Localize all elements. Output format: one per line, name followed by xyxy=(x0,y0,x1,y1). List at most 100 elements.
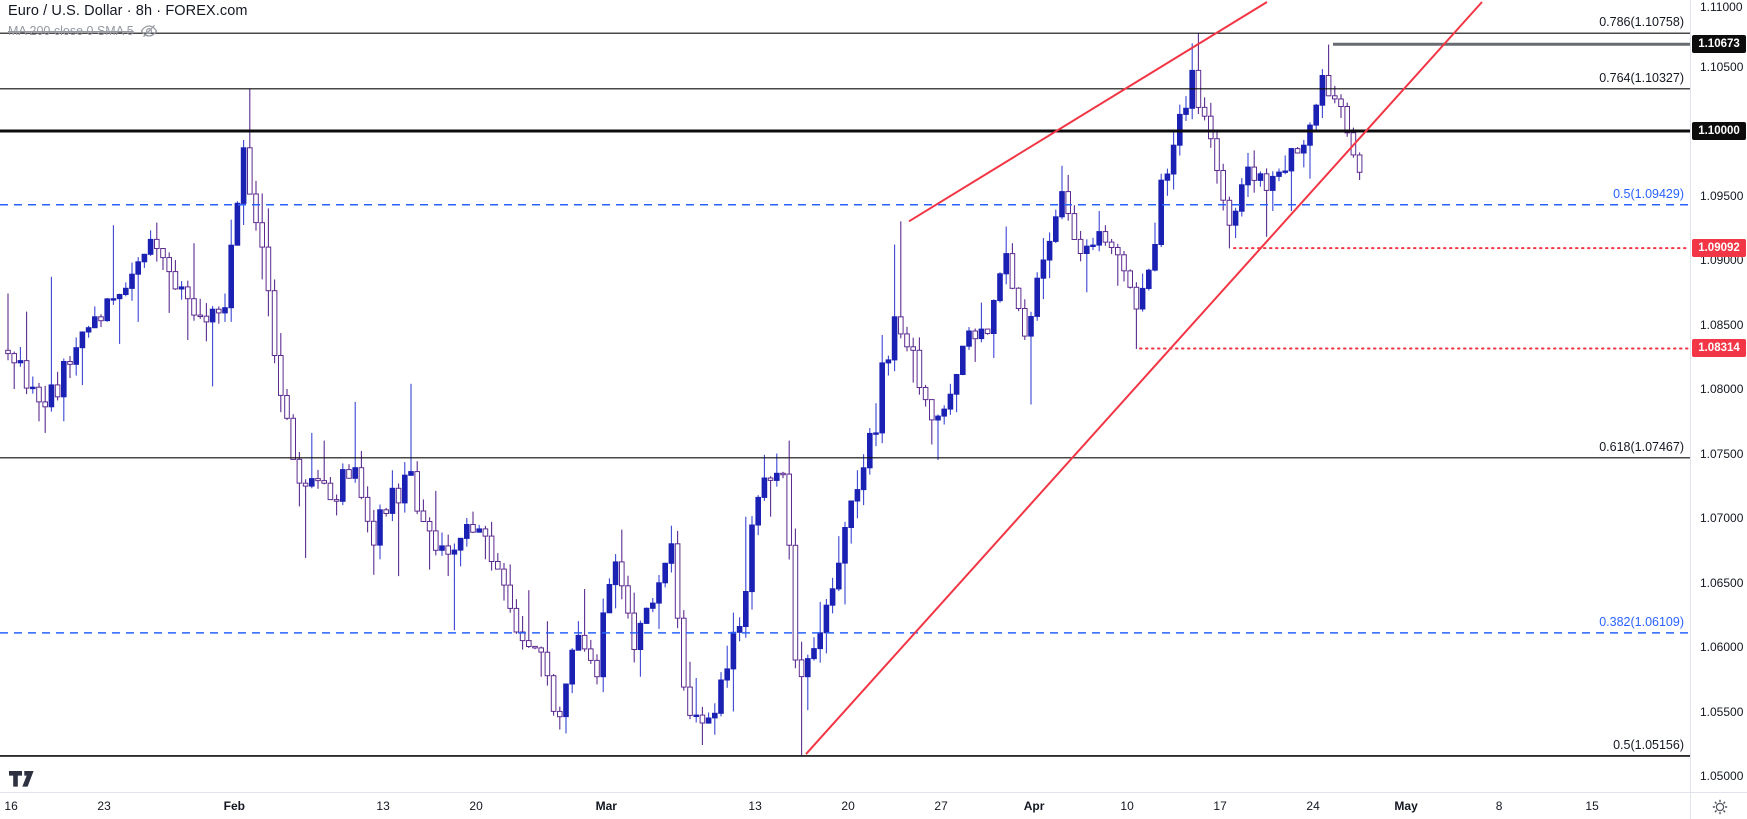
indicator-legend-row[interactable]: MA 200 close 0 SMA 5 xyxy=(8,24,248,38)
candle-down xyxy=(1226,196,1233,249)
candle-down xyxy=(5,293,11,361)
candle-down xyxy=(358,450,365,500)
candle-up xyxy=(811,637,817,661)
eye-off-icon[interactable] xyxy=(140,24,158,38)
tradingview-logo-icon[interactable] xyxy=(8,770,35,793)
candle-down xyxy=(296,452,303,507)
candle-down xyxy=(1251,150,1258,193)
candle-down xyxy=(247,88,253,195)
candle-down xyxy=(290,414,296,460)
candle-up xyxy=(612,554,619,609)
candle-up xyxy=(1084,239,1090,293)
trendline[interactable] xyxy=(908,1,1268,223)
candle-up xyxy=(377,504,383,560)
candle-down xyxy=(1009,243,1016,290)
candle-up xyxy=(1139,273,1146,312)
trendline[interactable] xyxy=(805,1,1483,755)
candle-up xyxy=(817,601,824,663)
candle-down xyxy=(395,483,402,577)
candle-down xyxy=(929,399,935,445)
candle-down xyxy=(501,563,507,601)
candle-up xyxy=(234,201,241,246)
time-axis-label: 15 xyxy=(1585,799,1599,813)
candle-down xyxy=(557,706,563,730)
time-axis-label: 10 xyxy=(1120,799,1134,813)
candle-up xyxy=(836,536,842,592)
candle-up xyxy=(73,337,80,376)
candle-up xyxy=(48,276,55,412)
candle-up xyxy=(724,645,731,688)
fib-level-label: 0.618(1.07467) xyxy=(1599,439,1684,454)
axis-settings-corner[interactable] xyxy=(1690,792,1747,819)
candle-down xyxy=(259,193,265,280)
candle-up xyxy=(966,327,972,350)
candle-down xyxy=(470,511,476,534)
symbol-title[interactable]: Euro / U.S. Dollar · 8h · FOREX.com xyxy=(8,3,248,19)
candle-up xyxy=(408,383,414,476)
price-axis-badge: 1.10673 xyxy=(1692,35,1746,54)
candle-up xyxy=(340,463,346,506)
candle-up xyxy=(1232,207,1239,239)
candle-up xyxy=(563,683,569,734)
candle-up xyxy=(823,599,830,654)
candle-down xyxy=(798,641,805,756)
fib-level-label: 0.764(1.10327) xyxy=(1599,70,1684,85)
price-axis-tick: 1.08500 xyxy=(1700,317,1744,332)
candle-up xyxy=(755,495,762,536)
candle-up xyxy=(749,516,755,610)
candle-up xyxy=(1319,69,1326,118)
price-axis[interactable]: 1.11000 1.10500 1.09500 1.09000 1.08500 1.080… xyxy=(1690,0,1747,792)
candle-down xyxy=(1071,205,1078,241)
candle-up xyxy=(1164,168,1171,196)
candle-up xyxy=(1152,222,1158,272)
candle-down xyxy=(414,461,420,515)
candle-down xyxy=(674,530,681,629)
candle-up xyxy=(309,432,315,489)
candle-up xyxy=(879,335,886,444)
price-chart-canvas[interactable] xyxy=(0,0,1690,792)
candle-up xyxy=(829,577,836,614)
candle-up xyxy=(842,521,848,605)
candle-down xyxy=(625,575,631,619)
price-axis-tick: 1.05000 xyxy=(1700,769,1744,783)
candle-down xyxy=(1127,269,1134,289)
candle-down xyxy=(172,260,179,290)
candle-up xyxy=(1282,155,1289,175)
candle-down xyxy=(11,351,17,389)
fib-level-label: 0.5(1.09429) xyxy=(1613,186,1684,201)
candle-down xyxy=(383,507,389,517)
price-axis-badge: 1.08314 xyxy=(1692,339,1746,358)
candle-down xyxy=(216,306,222,324)
candle-up xyxy=(1059,165,1065,220)
time-axis-label: 23 xyxy=(97,799,111,813)
candle-down xyxy=(631,592,638,663)
candle-up xyxy=(873,403,879,447)
candle-down xyxy=(265,208,272,317)
time-axis[interactable]: 16 23 Feb 13 20 Mar 13 20 27 Apr 10 17 24 May 8 15 xyxy=(0,792,1690,819)
candle-down xyxy=(681,610,687,691)
candle-up xyxy=(1276,168,1282,182)
candle-up xyxy=(1239,178,1245,217)
candle-up xyxy=(891,244,898,372)
candle-down xyxy=(910,337,917,383)
candle-up xyxy=(116,293,123,344)
candle-down xyxy=(581,589,588,652)
time-axis-label: 13 xyxy=(376,799,390,813)
candle-up xyxy=(110,225,117,305)
candles-layer xyxy=(5,33,1363,756)
price-axis-tick: 1.11000 xyxy=(1700,0,1743,14)
gear-icon[interactable] xyxy=(1712,799,1728,815)
time-axis-label: 20 xyxy=(469,799,483,813)
candle-up xyxy=(774,453,780,487)
candle-up xyxy=(1170,131,1177,190)
candle-down xyxy=(166,252,172,313)
time-axis-label: 24 xyxy=(1306,799,1320,813)
time-axis-label: 17 xyxy=(1213,799,1227,813)
candle-down xyxy=(1338,94,1344,119)
chart-legend[interactable]: Euro / U.S. Dollar · 8h · FOREX.com MA 2… xyxy=(8,3,248,38)
candle-up xyxy=(867,428,873,475)
candle-down xyxy=(588,639,594,664)
candle-up xyxy=(991,299,997,358)
candle-up xyxy=(178,281,185,300)
